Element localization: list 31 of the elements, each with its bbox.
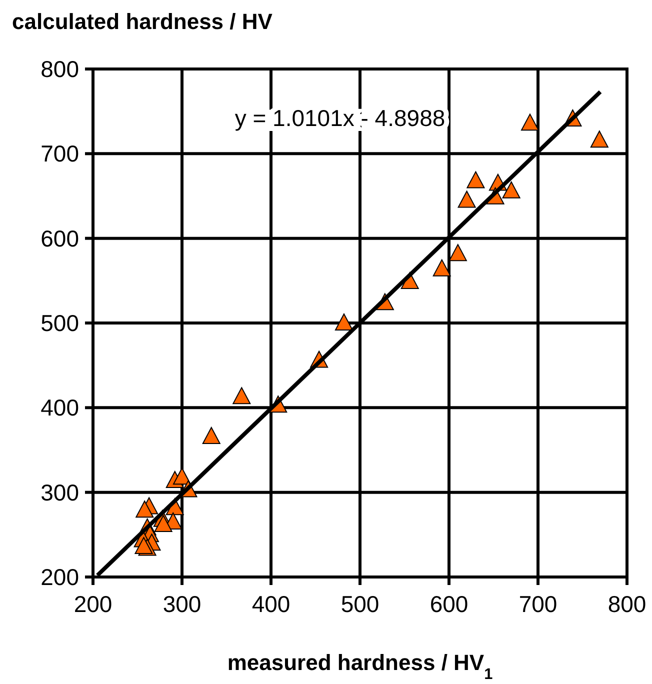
point bbox=[448, 244, 467, 262]
y-tick-label: 400 bbox=[40, 394, 79, 421]
point bbox=[520, 114, 539, 131]
point bbox=[432, 259, 451, 276]
x-tick-label: 500 bbox=[340, 591, 380, 617]
point bbox=[458, 190, 476, 208]
point bbox=[502, 181, 520, 198]
y-tick-label: 600 bbox=[40, 225, 79, 252]
x-tick-label: 700 bbox=[518, 591, 558, 617]
point bbox=[466, 171, 485, 188]
point bbox=[134, 537, 153, 554]
point bbox=[590, 130, 608, 148]
x-tick-label: 600 bbox=[430, 591, 468, 617]
y-tick-label: 800 bbox=[40, 56, 79, 82]
point bbox=[173, 468, 191, 485]
y-tick-label: 700 bbox=[40, 140, 79, 167]
y-tick-label: 500 bbox=[40, 310, 79, 336]
annotation: y = 1.0101x - 4.8988 bbox=[234, 105, 446, 131]
y-axis-title: calculated hardness / HV bbox=[12, 9, 273, 34]
point bbox=[202, 426, 220, 444]
point bbox=[154, 515, 172, 532]
point bbox=[334, 314, 353, 330]
point bbox=[232, 387, 251, 404]
x-axis-title: measured hardness / HV$_{1}$ bbox=[227, 650, 494, 682]
y-tick-label: 200 bbox=[40, 564, 79, 590]
x-tick-label: 800 bbox=[608, 591, 646, 617]
x-tick-label: 400 bbox=[252, 591, 290, 617]
x-tick-label: 300 bbox=[162, 591, 202, 617]
y-tick-label: 300 bbox=[40, 479, 79, 506]
point bbox=[136, 500, 154, 518]
x-tick-label: 200 bbox=[74, 591, 112, 617]
